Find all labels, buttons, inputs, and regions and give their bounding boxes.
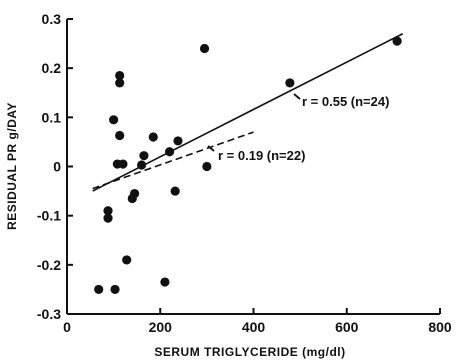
data-point [103, 213, 113, 223]
data-point [115, 78, 125, 88]
data-point [148, 132, 158, 142]
x-tick-label: 800 [428, 319, 452, 335]
data-point [392, 36, 402, 46]
data-point [118, 159, 128, 169]
data-point [115, 130, 125, 141]
y-tick-group: -0.3 -0.2 -0.1 0 0.1 0.2 0.3 [37, 11, 73, 322]
data-point [160, 277, 170, 287]
y-tick-label: -0.1 [37, 208, 61, 224]
data-point [130, 188, 140, 199]
data-point [103, 206, 113, 216]
data-point [202, 161, 212, 172]
data-point [94, 284, 104, 295]
x-tick-label: 200 [149, 319, 173, 335]
y-tick-label: -0.3 [37, 306, 61, 322]
data-point [109, 115, 119, 125]
y-tick-label: 0.3 [42, 11, 62, 27]
y-tick-label: 0 [53, 159, 61, 175]
annotation-leader [207, 145, 215, 152]
x-tick-label: 400 [242, 319, 266, 335]
dashed-fit-line [92, 131, 254, 190]
data-point [139, 151, 149, 161]
data-point [173, 136, 183, 146]
y-axis-title: RESIDUAL PR g/DAY [5, 102, 19, 230]
x-tick-label: 600 [335, 319, 359, 335]
data-point [199, 43, 210, 54]
x-tick-label: 0 [63, 319, 71, 335]
data-point [115, 70, 125, 81]
data-point [164, 147, 175, 157]
annotation-group: r = 0.55 (n=24) r = 0.19 (n=22) [207, 93, 389, 163]
data-point-group [94, 36, 402, 295]
fit-line-annotation: r = 0.19 (n=22) [218, 148, 305, 163]
y-tick-label: 0.1 [42, 109, 62, 125]
data-point [110, 284, 120, 295]
fit-line-annotation: r = 0.55 (n=24) [302, 94, 389, 109]
data-point [170, 186, 180, 196]
x-axis-title: SERUM TRIGLYCERIDE (mg/dl) [154, 345, 345, 359]
x-tick-group: 0 200 400 600 800 [63, 308, 452, 335]
data-point [285, 78, 295, 88]
data-point [122, 255, 132, 265]
y-tick-label: -0.2 [37, 257, 61, 273]
y-tick-label: 0.2 [42, 60, 62, 76]
data-point [137, 160, 147, 170]
annotation-leader [293, 93, 301, 100]
